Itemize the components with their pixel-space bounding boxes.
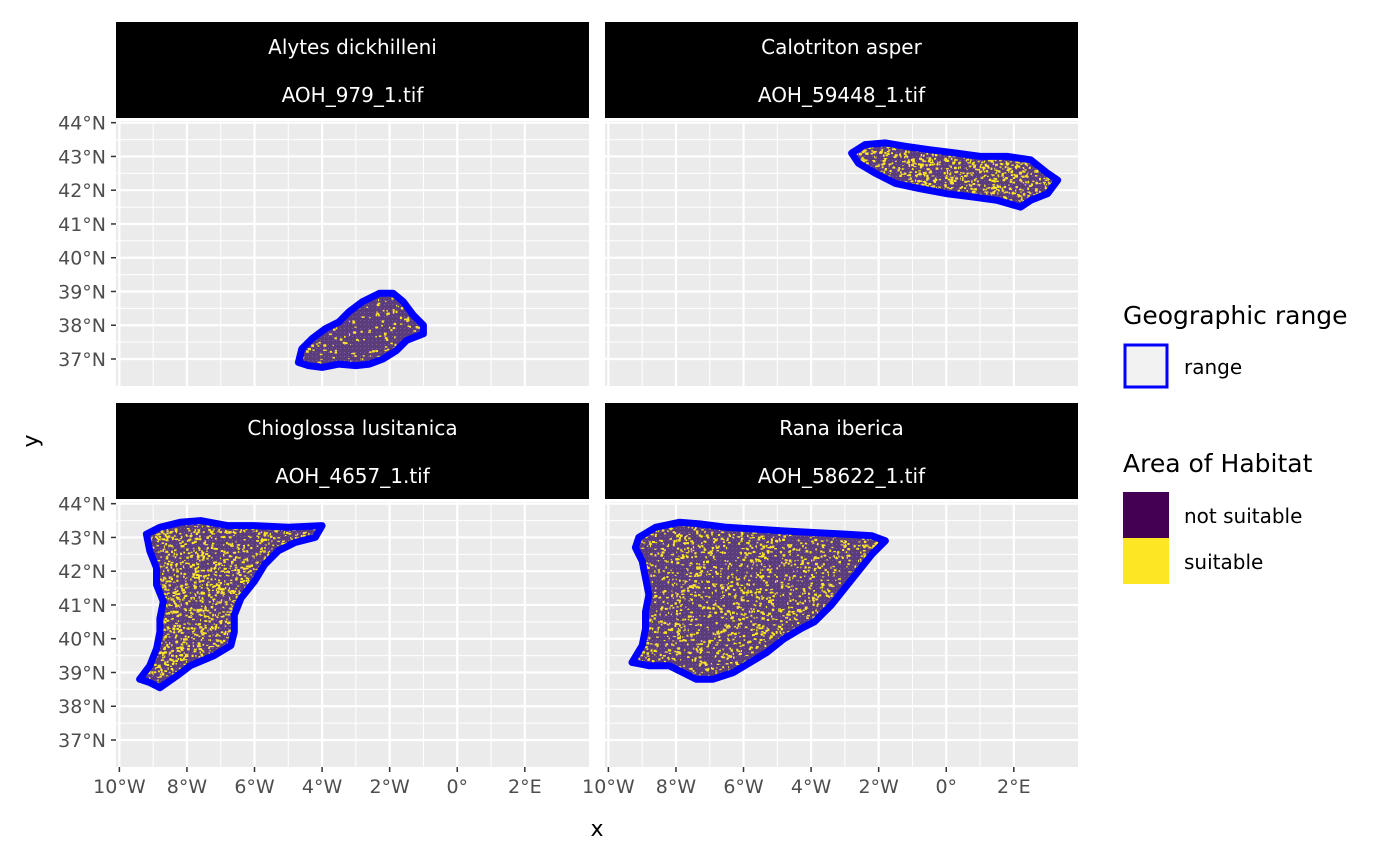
y-tick-label: 37°N	[58, 730, 106, 752]
x-tick-label: 6°W	[723, 776, 764, 798]
y-tick-label: 40°N	[58, 248, 106, 270]
facet-strip-species	[116, 22, 589, 70]
y-tick-label: 42°N	[58, 180, 106, 202]
x-tick-label: 10°W	[582, 776, 635, 798]
facet-strip-file	[605, 451, 1078, 499]
y-tick-label: 44°N	[58, 113, 106, 135]
x-tick-label: 8°W	[656, 776, 697, 798]
range-outline	[136, 517, 326, 692]
y-tick-label: 38°N	[58, 696, 106, 718]
facet-strip-file	[116, 451, 589, 499]
legend-key-not-suitable	[1123, 492, 1169, 538]
facet-strip-species	[605, 22, 1078, 70]
x-tick-label: 2°E	[508, 776, 542, 798]
legend-key-suitable	[1123, 538, 1169, 584]
y-tick-label: 39°N	[58, 281, 106, 303]
facet-file-label: AOH_59448_1.tif	[758, 83, 926, 107]
range-outline	[294, 289, 427, 371]
facet-panel: Calotriton asper AOH_59448_1.tif	[605, 22, 1078, 386]
facet-panel: Rana iberica AOH_58622_1.tif 10°W 8°W 6°W 4°W…	[582, 403, 1078, 798]
facet-strip-file	[605, 70, 1078, 118]
habitat-raster	[632, 522, 886, 680]
legend-range-title: Geographic range	[1123, 301, 1348, 330]
y-tick-label: 41°N	[58, 214, 106, 236]
y-tick-label: 42°N	[58, 561, 106, 583]
x-tick-label: 6°W	[234, 776, 275, 798]
x-tick-label: 4°W	[302, 776, 343, 798]
x-tick-label: 8°W	[167, 776, 208, 798]
facet-panel: Alytes dickhilleni AOH_979_1.tif 37°N 38°N 3…	[58, 22, 589, 386]
x-tick-label: 2°W	[858, 776, 899, 798]
habitat-raster	[298, 293, 424, 368]
y-tick-label: 43°N	[58, 146, 106, 168]
legend-area-of-habitat: Area of Habitat not suitable suitable	[1123, 449, 1313, 584]
suitable-cells	[633, 524, 884, 680]
facet-file-label: AOH_58622_1.tif	[758, 464, 926, 488]
y-tick-label: 39°N	[58, 662, 106, 684]
y-tick-label: 41°N	[58, 595, 106, 617]
facet-species-label: Alytes dickhilleni	[268, 35, 437, 59]
panels-layer: Alytes dickhilleni AOH_979_1.tif 37°N 38°N 3…	[58, 22, 1078, 798]
facet-species-label: Calotriton asper	[761, 35, 922, 59]
facet-file-label: AOH_4657_1.tif	[275, 464, 430, 488]
y-tick-label: 37°N	[58, 349, 106, 371]
facet-species-label: Rana iberica	[779, 416, 904, 440]
facet-strip-species	[116, 403, 589, 451]
suitable-cells	[140, 521, 320, 687]
x-axis-title: x	[590, 817, 603, 842]
y-tick-label: 38°N	[58, 315, 106, 337]
facet-strip-species	[605, 403, 1078, 451]
y-tick-label: 40°N	[58, 629, 106, 651]
y-axis-title: y	[19, 434, 44, 447]
facet-panel: Chioglossa lusitanica AOH_4657_1.tif 37°N 3…	[58, 403, 589, 798]
x-tick-label: 10°W	[93, 776, 146, 798]
legend-geographic-range: Geographic range range	[1123, 301, 1348, 389]
facet-species-label: Chioglossa lusitanica	[247, 416, 457, 440]
facet-strip-file	[116, 70, 589, 118]
range-outline	[628, 518, 889, 683]
legend-label-not-suitable: not suitable	[1184, 504, 1302, 528]
x-tick-label: 4°W	[791, 776, 832, 798]
legend-range-label: range	[1184, 355, 1242, 379]
y-tick-label: 43°N	[58, 527, 106, 549]
x-tick-label: 2°W	[369, 776, 410, 798]
facet-file-label: AOH_979_1.tif	[282, 83, 425, 107]
x-tick-label: 2°E	[997, 776, 1031, 798]
y-tick-label: 44°N	[58, 494, 106, 516]
legend-label-suitable: suitable	[1184, 550, 1263, 574]
x-tick-label: 0°	[935, 776, 957, 798]
legend-habitat-title: Area of Habitat	[1123, 449, 1313, 478]
x-tick-label: 0°	[446, 776, 468, 798]
legend-range-key	[1123, 343, 1169, 389]
range-outline	[848, 139, 1062, 211]
